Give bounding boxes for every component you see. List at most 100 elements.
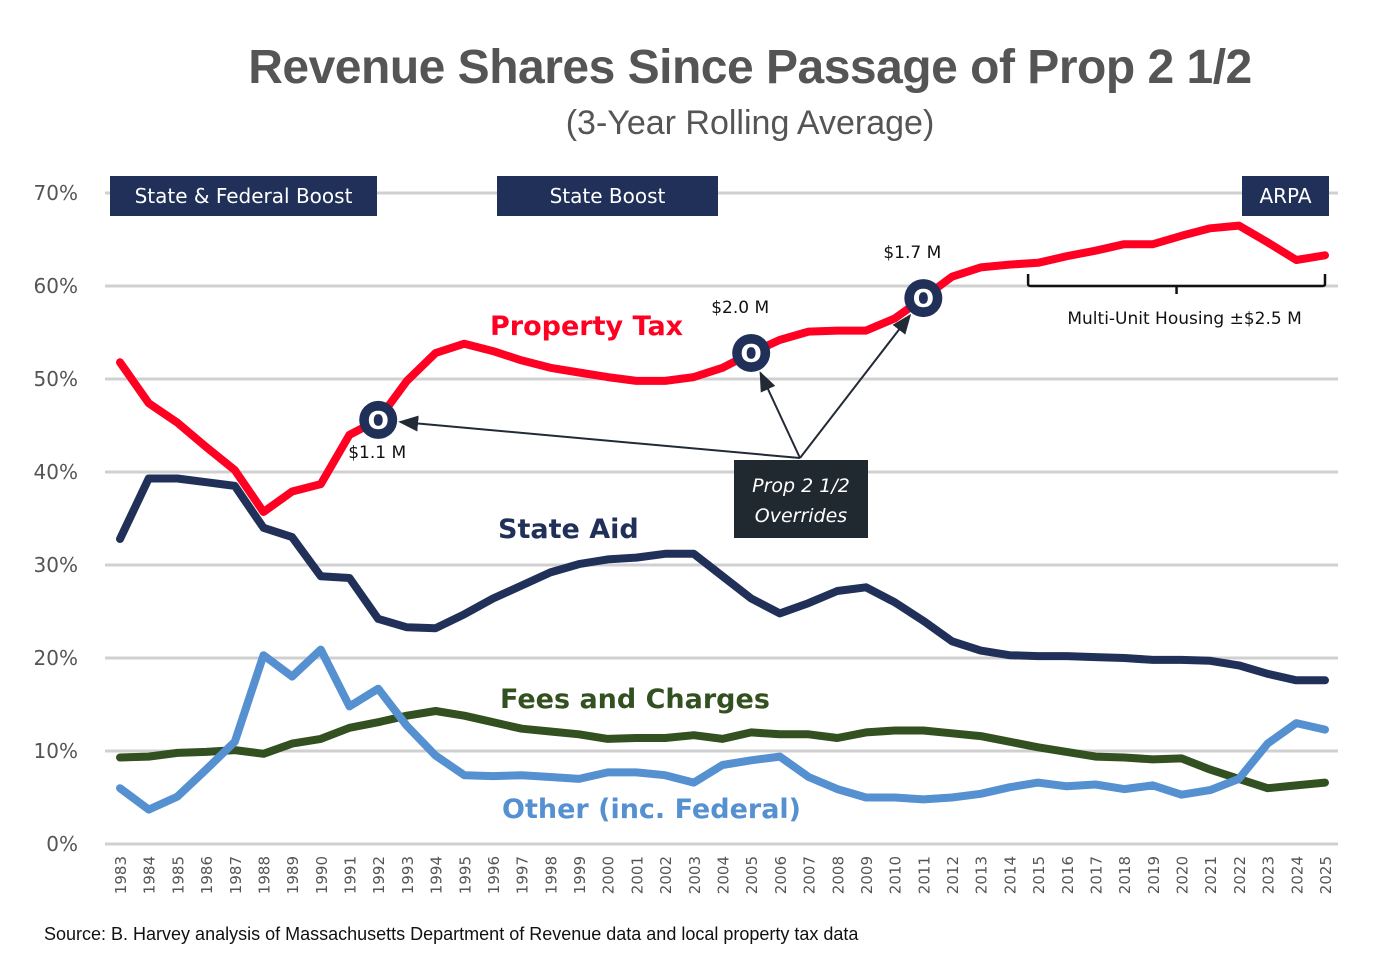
x-tick-label: 1989 [284,856,302,894]
override-amount: $1.1 M [348,443,406,463]
bracket-multi-unit-housing: Multi-Unit Housing ±$2.5 M [1026,274,1327,329]
override-circle-icon [732,333,771,372]
series-labels: Property Tax State Aid Fees and Charges Oth… [490,311,801,825]
x-tick-label: 2010 [887,856,905,894]
x-tick-label: 1998 [542,856,560,894]
x-tick-label: 2008 [829,856,847,894]
x-tick-label: 2023 [1260,856,1278,894]
source-note: Source: B. Harvey analysis of Massachuse… [44,924,859,944]
override-arrow [398,415,801,459]
x-tick-label: 1993 [399,856,417,894]
series-label: Other (inc. Federal) [502,794,801,825]
x-tick-label: 2012 [944,856,962,894]
x-tick-label: 2018 [1116,856,1134,894]
override-glyph: O [368,406,389,435]
override-circle-icon [904,279,943,318]
y-tick-label: 50% [34,367,78,391]
x-tick-label: 2014 [1001,856,1019,894]
band-label: State & Federal Boost [135,184,353,208]
y-axis: 0% 10% 20% 30% 40% 50% 60% 70% [34,181,78,856]
x-tick-label: 2017 [1087,856,1105,894]
x-tick-label: 1999 [571,856,589,894]
x-tick-label: 2022 [1231,856,1249,894]
series-line-state-aid [116,474,1329,685]
band-state-federal-boost: State & Federal Boost [110,176,377,216]
y-tick-label: 70% [34,181,78,205]
x-tick-label: 1991 [342,856,360,894]
series-line-property-tax [116,221,1329,516]
series-line-other-inc-federal [116,645,1329,814]
callout-line: Overrides [755,505,848,527]
x-tick-label: 2005 [743,856,761,894]
x-tick-label: 2002 [657,856,675,894]
x-tick-label: 2013 [973,856,991,894]
callout-prop-overrides: Prop 2 1/2 Overrides [734,460,868,538]
y-tick-label: 30% [34,553,78,577]
override-amount: $2.0 M [711,298,769,318]
x-tick-label: 2000 [600,856,618,894]
annotations: O $1.1 M O $2.0 M O $1.7 M Prop 2 1/2 Overrides… [348,243,1327,538]
band-label: ARPA [1259,184,1311,208]
band-box [497,176,718,216]
x-tick-label: 1988 [255,856,273,894]
band-state-boost: State Boost [497,176,718,216]
band-box [1242,176,1329,216]
override-marker: O $1.1 M [348,400,406,463]
callout-box [734,460,868,538]
x-tick-label: 1983 [112,856,130,894]
y-tick-label: 10% [34,739,78,763]
x-tick-label: 1990 [313,856,331,894]
x-tick-label: 2011 [915,856,933,894]
override-glyph: O [741,339,762,368]
override-circle-icon [359,400,398,439]
band-box [110,176,377,216]
x-tick-label: 2021 [1202,856,1220,894]
override-marker: O $2.0 M [711,298,771,372]
x-tick-label: 2016 [1059,856,1077,894]
x-tick-label: 2019 [1145,856,1163,894]
y-tick-label: 0% [46,832,78,856]
x-axis: 1983 1984 1985 1986 1987 1988 1989 1990 1991 1992… [112,856,1335,894]
x-tick-label: 1987 [227,856,245,894]
band-label: State Boost [550,184,666,208]
x-tick-label: 1984 [141,856,159,894]
override-marker: O $1.7 M [883,243,943,318]
x-tick-label: 2015 [1030,856,1048,894]
x-tick-label: 2025 [1317,856,1335,894]
x-tick-label: 2024 [1288,856,1306,894]
x-tick-label: 1985 [169,856,187,894]
bracket-shape [1026,274,1327,294]
x-tick-label: 2003 [686,856,704,894]
x-tick-label: 2020 [1174,856,1192,894]
series-lines [116,221,1329,814]
chart-subtitle: (3-Year Rolling Average) [565,104,935,142]
override-amount: $1.7 M [883,243,941,263]
band-arpa: ARPA [1242,176,1329,216]
bracket-label: Multi-Unit Housing ±$2.5 M [1067,309,1301,329]
bands: State & Federal Boost State Boost ARPA [110,176,1329,216]
y-tick-label: 60% [34,274,78,298]
x-tick-label: 1996 [485,856,503,894]
x-tick-label: 2007 [801,856,819,894]
x-tick-label: 2009 [858,856,876,894]
series-label: Property Tax [490,311,683,342]
x-tick-label: 1994 [428,856,446,894]
x-tick-label: 1995 [456,856,474,894]
series-label: State Aid [498,514,639,545]
x-tick-label: 2001 [628,856,646,894]
y-tick-label: 20% [34,646,78,670]
x-tick-label: 1992 [370,856,388,894]
x-tick-label: 1997 [514,856,532,894]
series-label: Fees and Charges [500,684,770,715]
y-tick-label: 40% [34,460,78,484]
override-arrow [759,371,801,459]
override-arrow [799,313,912,459]
x-tick-label: 2006 [772,856,790,894]
override-glyph: O [913,284,934,313]
x-tick-label: 1986 [198,856,216,894]
chart-title: Revenue Shares Since Passage of Prop 2 1… [248,41,1252,94]
x-tick-label: 2004 [715,856,733,894]
callout-line: Prop 2 1/2 [752,475,850,497]
series-line-fees-and-charges [116,707,1329,793]
